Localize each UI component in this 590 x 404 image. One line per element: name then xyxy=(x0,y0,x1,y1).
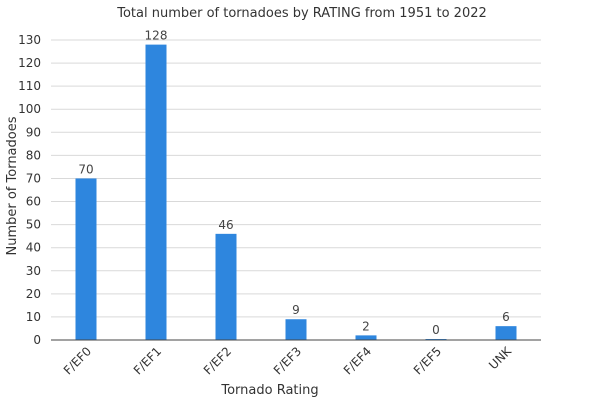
data-label: 0 xyxy=(432,323,440,337)
data-label: 70 xyxy=(78,162,93,176)
y-tick-label: 20 xyxy=(26,287,41,301)
x-tick-label: F/EF0 xyxy=(61,344,94,377)
y-tick-label: 120 xyxy=(18,56,41,70)
y-tick-label: 40 xyxy=(26,241,41,255)
y-tick-label: 90 xyxy=(26,125,41,139)
y-tick-label: 50 xyxy=(26,218,41,232)
y-axis-ticks: 0 10 20 30 40 50 60 70 80 90 100 110 120 130 xyxy=(18,33,41,347)
data-labels: 70 128 46 9 2 0 6 xyxy=(78,29,509,337)
y-tick-label: 10 xyxy=(26,310,41,324)
gridlines xyxy=(51,39,541,318)
y-tick-label: 80 xyxy=(26,148,41,162)
bar xyxy=(215,233,237,340)
x-axis-ticks: F/EF0 F/EF1 F/EF2 F/EF3 F/EF4 F/EF5 UNK xyxy=(61,343,515,377)
bar xyxy=(355,335,377,340)
y-tick-label: 30 xyxy=(26,264,41,278)
y-tick-label: 60 xyxy=(26,195,41,209)
bar xyxy=(495,326,517,340)
x-tick-label: F/EF4 xyxy=(341,344,374,377)
bar xyxy=(75,178,97,340)
y-tick-label: 130 xyxy=(18,33,41,47)
y-tick-label: 110 xyxy=(18,79,41,93)
x-tick-label: F/EF1 xyxy=(131,344,164,377)
y-tick-label: 70 xyxy=(26,171,41,185)
x-axis-title: Tornado Rating xyxy=(220,383,318,398)
data-label: 2 xyxy=(362,319,370,333)
bar xyxy=(285,319,307,340)
y-tick-label: 100 xyxy=(18,102,41,116)
data-label: 6 xyxy=(502,310,510,324)
data-label: 128 xyxy=(145,29,168,43)
y-axis-title: Number of Tornadoes xyxy=(5,116,20,255)
data-label: 46 xyxy=(218,218,233,232)
chart-title: Total number of tornadoes by RATING from… xyxy=(116,6,487,21)
bar xyxy=(145,44,167,340)
data-label: 9 xyxy=(292,303,300,317)
x-tick-label: F/EF3 xyxy=(271,344,304,377)
x-tick-label: UNK xyxy=(486,343,515,372)
x-tick-label: F/EF2 xyxy=(201,344,234,377)
y-tick-label: 0 xyxy=(33,333,41,347)
bars xyxy=(75,44,517,340)
x-tick-label: F/EF5 xyxy=(411,344,444,377)
